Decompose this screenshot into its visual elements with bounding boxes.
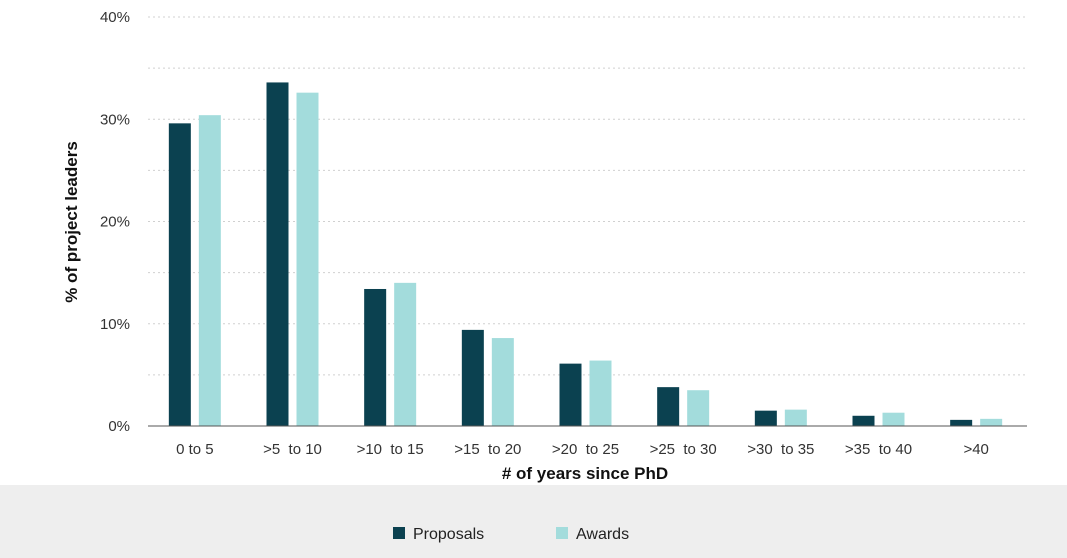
bar-proposals-2 [364,288,387,426]
bars [168,82,1003,426]
bar-awards-5 [687,390,710,426]
x-tick-label: >25 to 30 [650,441,717,458]
bar-proposals-6 [754,410,777,426]
x-tick-label: >20 to 25 [552,441,619,458]
legend-label: Awards [576,526,629,543]
x-tick-label: >40 [963,441,988,458]
grid-lines [148,16,1027,376]
bar-awards-8 [980,418,1003,426]
bar-awards-1 [296,92,319,426]
legend: Proposals Awards [393,526,629,543]
bar-awards-3 [491,338,514,426]
y-tick-label: 20% [100,214,130,231]
legend-label: Proposals [413,526,484,543]
bar-proposals-5 [657,387,680,426]
x-tick-label: >10 to 15 [357,441,424,458]
y-axis-title: % of project leaders [62,141,81,303]
bar-awards-6 [784,409,807,426]
legend-band [0,485,1067,558]
x-tick-labels: 0 to 5 >5 to 10 >10 to 15 >15 to 20 >20 to 2… [176,441,989,458]
x-axis-title: # of years since PhD [502,464,668,483]
x-tick-label: >15 to 20 [454,441,521,458]
y-tick-label: 30% [100,111,130,128]
x-tick-label: >5 to 10 [263,441,322,458]
y-tick-label: 10% [100,316,130,333]
bar-awards-7 [882,412,905,426]
bar-proposals-3 [461,329,484,426]
y-tick-labels: 0% 10% 20% 30% 40% [100,9,130,435]
x-tick-label: >30 to 35 [747,441,814,458]
bar-proposals-4 [559,363,582,426]
legend-item-proposals: Proposals [393,526,484,543]
x-tick-label: >35 to 40 [845,441,912,458]
legend-item-awards: Awards [556,526,629,543]
bar-proposals-8 [950,419,973,426]
y-tick-label: 40% [100,9,130,26]
bar-awards-0 [198,115,221,426]
bar-proposals-7 [852,415,875,426]
bar-awards-2 [394,282,417,426]
legend-swatch [393,527,405,539]
legend-swatch [556,527,568,539]
bar-proposals-1 [266,82,289,426]
x-tick-label: 0 to 5 [176,441,214,458]
bar-awards-4 [589,360,612,426]
y-tick-label: 0% [108,418,130,435]
bar-proposals-0 [168,123,191,426]
